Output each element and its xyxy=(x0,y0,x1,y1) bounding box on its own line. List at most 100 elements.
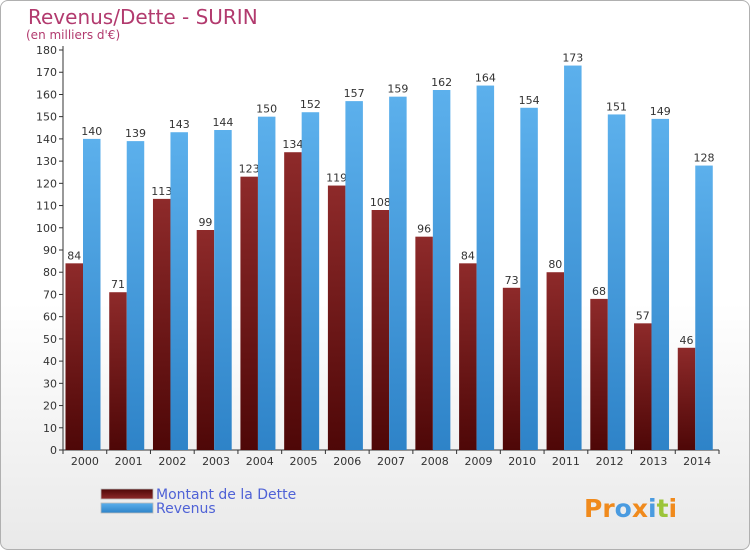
value-label: 96 xyxy=(417,223,431,236)
x-tick-label: 2010 xyxy=(508,455,536,468)
value-label: 149 xyxy=(650,105,671,118)
y-tick-label: 160 xyxy=(36,88,57,101)
bar-debt xyxy=(415,236,433,450)
chart-title: Revenus/Dette - SURIN xyxy=(28,5,258,29)
bar-debt xyxy=(152,198,171,450)
bar-revenus xyxy=(389,96,407,451)
value-label: 119 xyxy=(326,172,347,185)
x-tick-label: 2001 xyxy=(115,455,143,468)
value-label: 150 xyxy=(256,103,277,116)
bar-debt xyxy=(459,263,477,450)
bar-debt xyxy=(634,323,652,450)
y-tick-label: 170 xyxy=(36,66,57,79)
y-tick-label: 90 xyxy=(43,244,57,257)
value-label: 173 xyxy=(562,52,583,65)
value-label: 71 xyxy=(111,278,125,291)
x-tick-label: 2000 xyxy=(71,455,99,468)
value-label: 57 xyxy=(636,309,650,322)
legend-swatch-revenus xyxy=(100,502,154,514)
value-label: 159 xyxy=(387,83,408,96)
x-tick-label: 2009 xyxy=(464,455,492,468)
bar-revenus xyxy=(432,90,451,450)
y-tick-label: 120 xyxy=(36,177,57,190)
value-label: 157 xyxy=(344,87,365,100)
x-tick-label: 2002 xyxy=(158,455,186,468)
y-tick-label: 10 xyxy=(43,422,57,435)
bar-debt xyxy=(327,185,346,451)
y-tick-label: 100 xyxy=(36,222,57,235)
value-label: 68 xyxy=(592,285,606,298)
value-label: 46 xyxy=(680,334,694,347)
bar-debt xyxy=(502,287,521,450)
y-tick-label: 20 xyxy=(43,400,57,413)
y-tick-label: 130 xyxy=(36,155,57,168)
x-tick-label: 2012 xyxy=(596,455,624,468)
bar-debt xyxy=(284,152,302,450)
value-label: 140 xyxy=(81,125,102,138)
y-tick-label: 0 xyxy=(50,444,57,457)
bar-revenus xyxy=(651,118,670,450)
value-label: 162 xyxy=(431,76,452,89)
bar-debt xyxy=(196,230,215,450)
y-tick-label: 110 xyxy=(36,200,57,213)
x-tick-label: 2013 xyxy=(639,455,667,468)
value-label: 164 xyxy=(475,72,496,85)
value-label: 151 xyxy=(606,100,627,113)
value-label: 80 xyxy=(548,258,562,271)
y-tick-label: 50 xyxy=(43,333,57,346)
bar-revenus xyxy=(126,141,145,450)
bar-revenus xyxy=(301,112,320,450)
value-label: 128 xyxy=(694,152,715,165)
x-tick-label: 2005 xyxy=(290,455,318,468)
value-label: 113 xyxy=(151,185,172,198)
bar-revenus xyxy=(607,114,626,450)
bar-revenus xyxy=(695,165,713,451)
bar-debt xyxy=(109,292,127,450)
legend-label-debt: Montant de la Dette xyxy=(156,487,296,503)
y-tick-label: 30 xyxy=(43,377,57,390)
chart-subtitle: (en milliers d'€) xyxy=(26,28,121,42)
value-label: 144 xyxy=(212,116,233,129)
y-tick-label: 70 xyxy=(43,288,57,301)
value-label: 154 xyxy=(519,94,540,107)
bar-debt xyxy=(65,263,83,450)
value-label: 139 xyxy=(125,127,146,140)
x-tick-label: 2008 xyxy=(421,455,449,468)
bar-debt xyxy=(590,298,608,450)
x-tick-label: 2011 xyxy=(552,455,580,468)
proxiti-logo: Proxiti xyxy=(584,494,677,523)
value-label: 134 xyxy=(282,138,303,151)
bar-revenus xyxy=(257,116,276,451)
x-tick-label: 2003 xyxy=(202,455,230,468)
bar-revenus xyxy=(83,138,101,450)
y-tick-label: 80 xyxy=(43,266,57,279)
bar-debt xyxy=(677,347,696,450)
value-label: 108 xyxy=(370,196,391,209)
value-label: 123 xyxy=(239,163,260,176)
bar-revenus xyxy=(564,65,582,451)
bar-debt xyxy=(240,176,258,450)
bar-revenus xyxy=(476,85,495,451)
x-tick-label: 2014 xyxy=(683,455,711,468)
value-label: 84 xyxy=(461,249,475,262)
value-label: 152 xyxy=(300,98,321,111)
y-tick-label: 40 xyxy=(43,355,57,368)
value-label: 99 xyxy=(198,216,212,229)
legend-swatch-debt xyxy=(100,488,154,500)
value-label: 73 xyxy=(505,274,519,287)
bar-revenus xyxy=(170,132,188,450)
y-tick-label: 150 xyxy=(36,111,57,124)
value-label: 143 xyxy=(169,118,190,131)
x-tick-label: 2006 xyxy=(333,455,361,468)
y-tick-label: 60 xyxy=(43,311,57,324)
bar-debt xyxy=(371,210,390,450)
x-tick-label: 2007 xyxy=(377,455,405,468)
bar-revenus xyxy=(345,101,363,450)
bar-debt xyxy=(546,272,565,450)
value-label: 84 xyxy=(67,249,81,262)
x-tick-label: 2004 xyxy=(246,455,274,468)
legend-label-revenus: Revenus xyxy=(156,501,216,517)
bar-revenus xyxy=(520,107,538,451)
